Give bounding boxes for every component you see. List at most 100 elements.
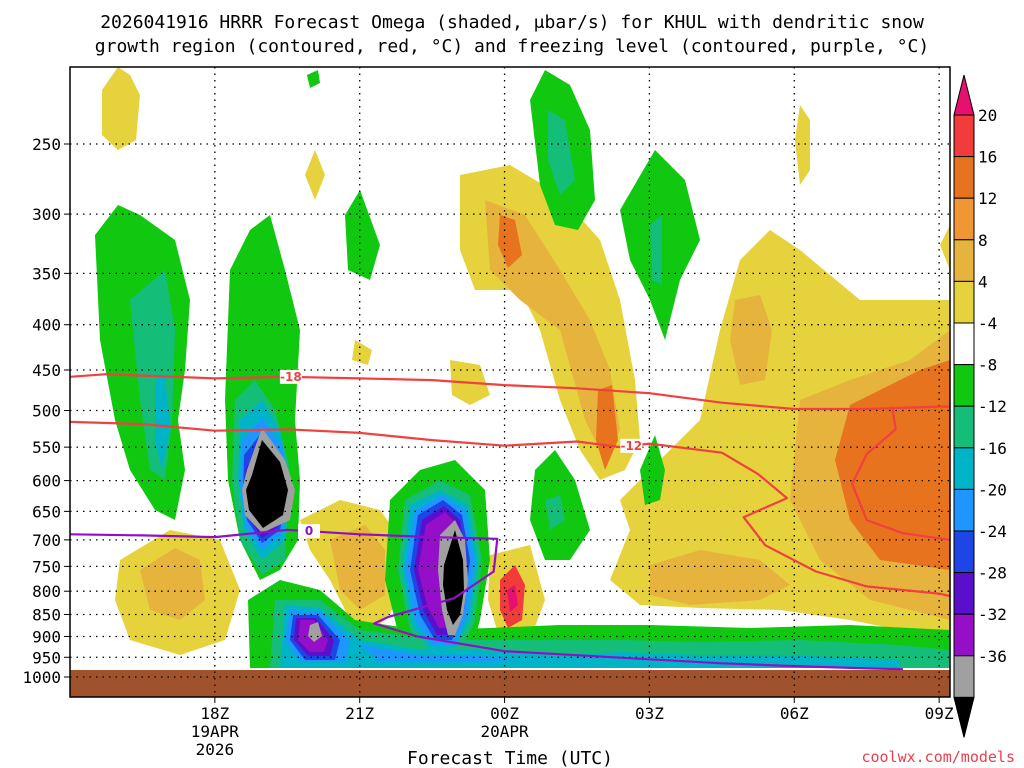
contour-temperature: [70, 420, 950, 598]
colorbar-label: -24: [978, 522, 1007, 541]
colorbar-label: -36: [978, 647, 1007, 666]
omega-black-core: [246, 440, 288, 528]
contour-label-bg: [298, 524, 321, 539]
colorbar-top-arrow: [953, 74, 975, 116]
colorbar-swatch: [953, 447, 975, 490]
omega-rising-patch: [280, 605, 900, 668]
colorbar-label: -28: [978, 564, 1007, 583]
colorbar: 20 16 12 8 4 -4 -8 -12 -16 -20 -24 -28 -32 -36: [953, 74, 1007, 738]
contour-label: -12: [620, 439, 642, 453]
omega-sinking-patch: [102, 67, 140, 150]
y-tick-label: 500: [32, 402, 61, 421]
contour-label: -18: [280, 370, 302, 384]
credit-link[interactable]: coolwx.com/models: [861, 748, 1015, 766]
omega-rising-patch: [345, 190, 380, 280]
colorbar-swatch: [953, 197, 975, 241]
y-tick-label: 900: [32, 627, 61, 646]
y-tick-label: 950: [32, 648, 61, 667]
y-tick-label: 850: [32, 606, 61, 625]
omega-rising-patch: [307, 70, 320, 88]
colorbar-label: -4: [978, 314, 997, 333]
colorbar-swatch: [953, 405, 975, 449]
x-tick-date: 20APR: [480, 722, 529, 741]
y-tick-label: 750: [32, 557, 61, 576]
omega-sinking-patch: [650, 550, 790, 605]
colorbar-swatch: [953, 613, 975, 657]
colorbar-swatch: [953, 156, 975, 199]
omega-sinking-patch: [596, 385, 618, 470]
chart-title-line2: growth region (contoured, red, °C) and f…: [95, 36, 929, 57]
plot-frame: [69, 66, 951, 698]
colorbar-bottom-arrow: [953, 696, 975, 738]
x-tick-year: 2026: [196, 740, 235, 759]
y-axis: 250 300 350 400 450 500 550 600 650 700 750 800 850 9…: [22, 135, 70, 687]
x-tick-label: 21Z: [345, 704, 374, 723]
colorbar-swatch: [953, 364, 975, 407]
omega-sinking-patch: [352, 340, 372, 365]
omega-sinking-max: [507, 585, 518, 612]
omega-sinking-patch: [305, 150, 325, 200]
omega-rising-patch: [640, 435, 665, 505]
x-tick-label: 09Z: [925, 704, 954, 723]
omega-sinking-patch: [940, 225, 950, 270]
colorbar-label: 20: [978, 106, 997, 125]
y-tick-label: 450: [32, 361, 61, 380]
colorbar-label: -20: [978, 480, 1007, 499]
colorbar-swatch: [953, 322, 975, 366]
omega-rising-patch: [548, 110, 575, 195]
omega-rising-patch: [155, 375, 170, 470]
colorbar-label: 12: [978, 189, 997, 208]
omega-sinking-patch: [485, 200, 620, 460]
omega-sinking-patch: [330, 525, 385, 610]
colorbar-swatch: [953, 572, 975, 615]
contour-label-bg: [279, 369, 302, 384]
grid-lines: [70, 67, 950, 697]
colorbar-swatch: [953, 488, 975, 532]
omega-sinking-patch: [730, 295, 772, 385]
chart-title-line1: 2026041916 HRRR Forecast Omega (shaded, …: [100, 12, 924, 33]
y-tick-label: 300: [32, 205, 61, 224]
x-tick-label: 06Z: [780, 704, 809, 723]
colorbar-swatch: [953, 655, 975, 698]
y-tick-label: 650: [32, 502, 61, 521]
colorbar-label: -32: [978, 605, 1007, 624]
y-tick-label: 800: [32, 582, 61, 601]
contour-labels: -18 -12 0: [279, 369, 643, 539]
omega-sinking-patch: [498, 215, 522, 268]
colorbar-label: 4: [978, 272, 988, 291]
y-tick-label: 250: [32, 135, 61, 154]
omega-sinking-patch: [795, 105, 810, 185]
contour-label-bg: [620, 438, 643, 453]
colorbar-label: 8: [978, 231, 988, 250]
contour-label: 0: [305, 524, 313, 538]
y-tick-label: 400: [32, 316, 61, 335]
y-tick-label: 1000: [22, 668, 61, 687]
y-tick-label: 350: [32, 264, 61, 283]
colorbar-swatch: [953, 280, 975, 324]
x-tick-label: 18Z: [200, 704, 229, 723]
y-tick-label: 600: [32, 472, 61, 491]
ground-surface: [70, 670, 950, 697]
contour-lines: [70, 373, 950, 671]
contour-freezing-level: [70, 528, 903, 671]
omega-sinking-patch: [835, 360, 950, 570]
omega-rising-patch: [545, 495, 565, 530]
x-tick-label: 00Z: [490, 704, 519, 723]
colorbar-swatch: [953, 239, 975, 282]
colorbar-label: -12: [978, 397, 1007, 416]
x-tick-date: 19APR: [191, 722, 240, 741]
omega-black-core: [443, 530, 464, 625]
x-axis-label: Forecast Time (UTC): [407, 748, 613, 768]
omega-sinking-patch: [140, 548, 205, 620]
x-tick-label: 03Z: [635, 704, 664, 723]
colorbar-label: 16: [978, 148, 997, 167]
contour-temperature: [851, 406, 950, 541]
omega-rising-patch: [650, 215, 662, 285]
colorbar-label: -8: [978, 356, 997, 375]
colorbar-swatch: [953, 530, 975, 574]
contour-temperature: [70, 373, 950, 411]
y-tick-label: 700: [32, 531, 61, 550]
colorbar-label: -16: [978, 439, 1007, 458]
